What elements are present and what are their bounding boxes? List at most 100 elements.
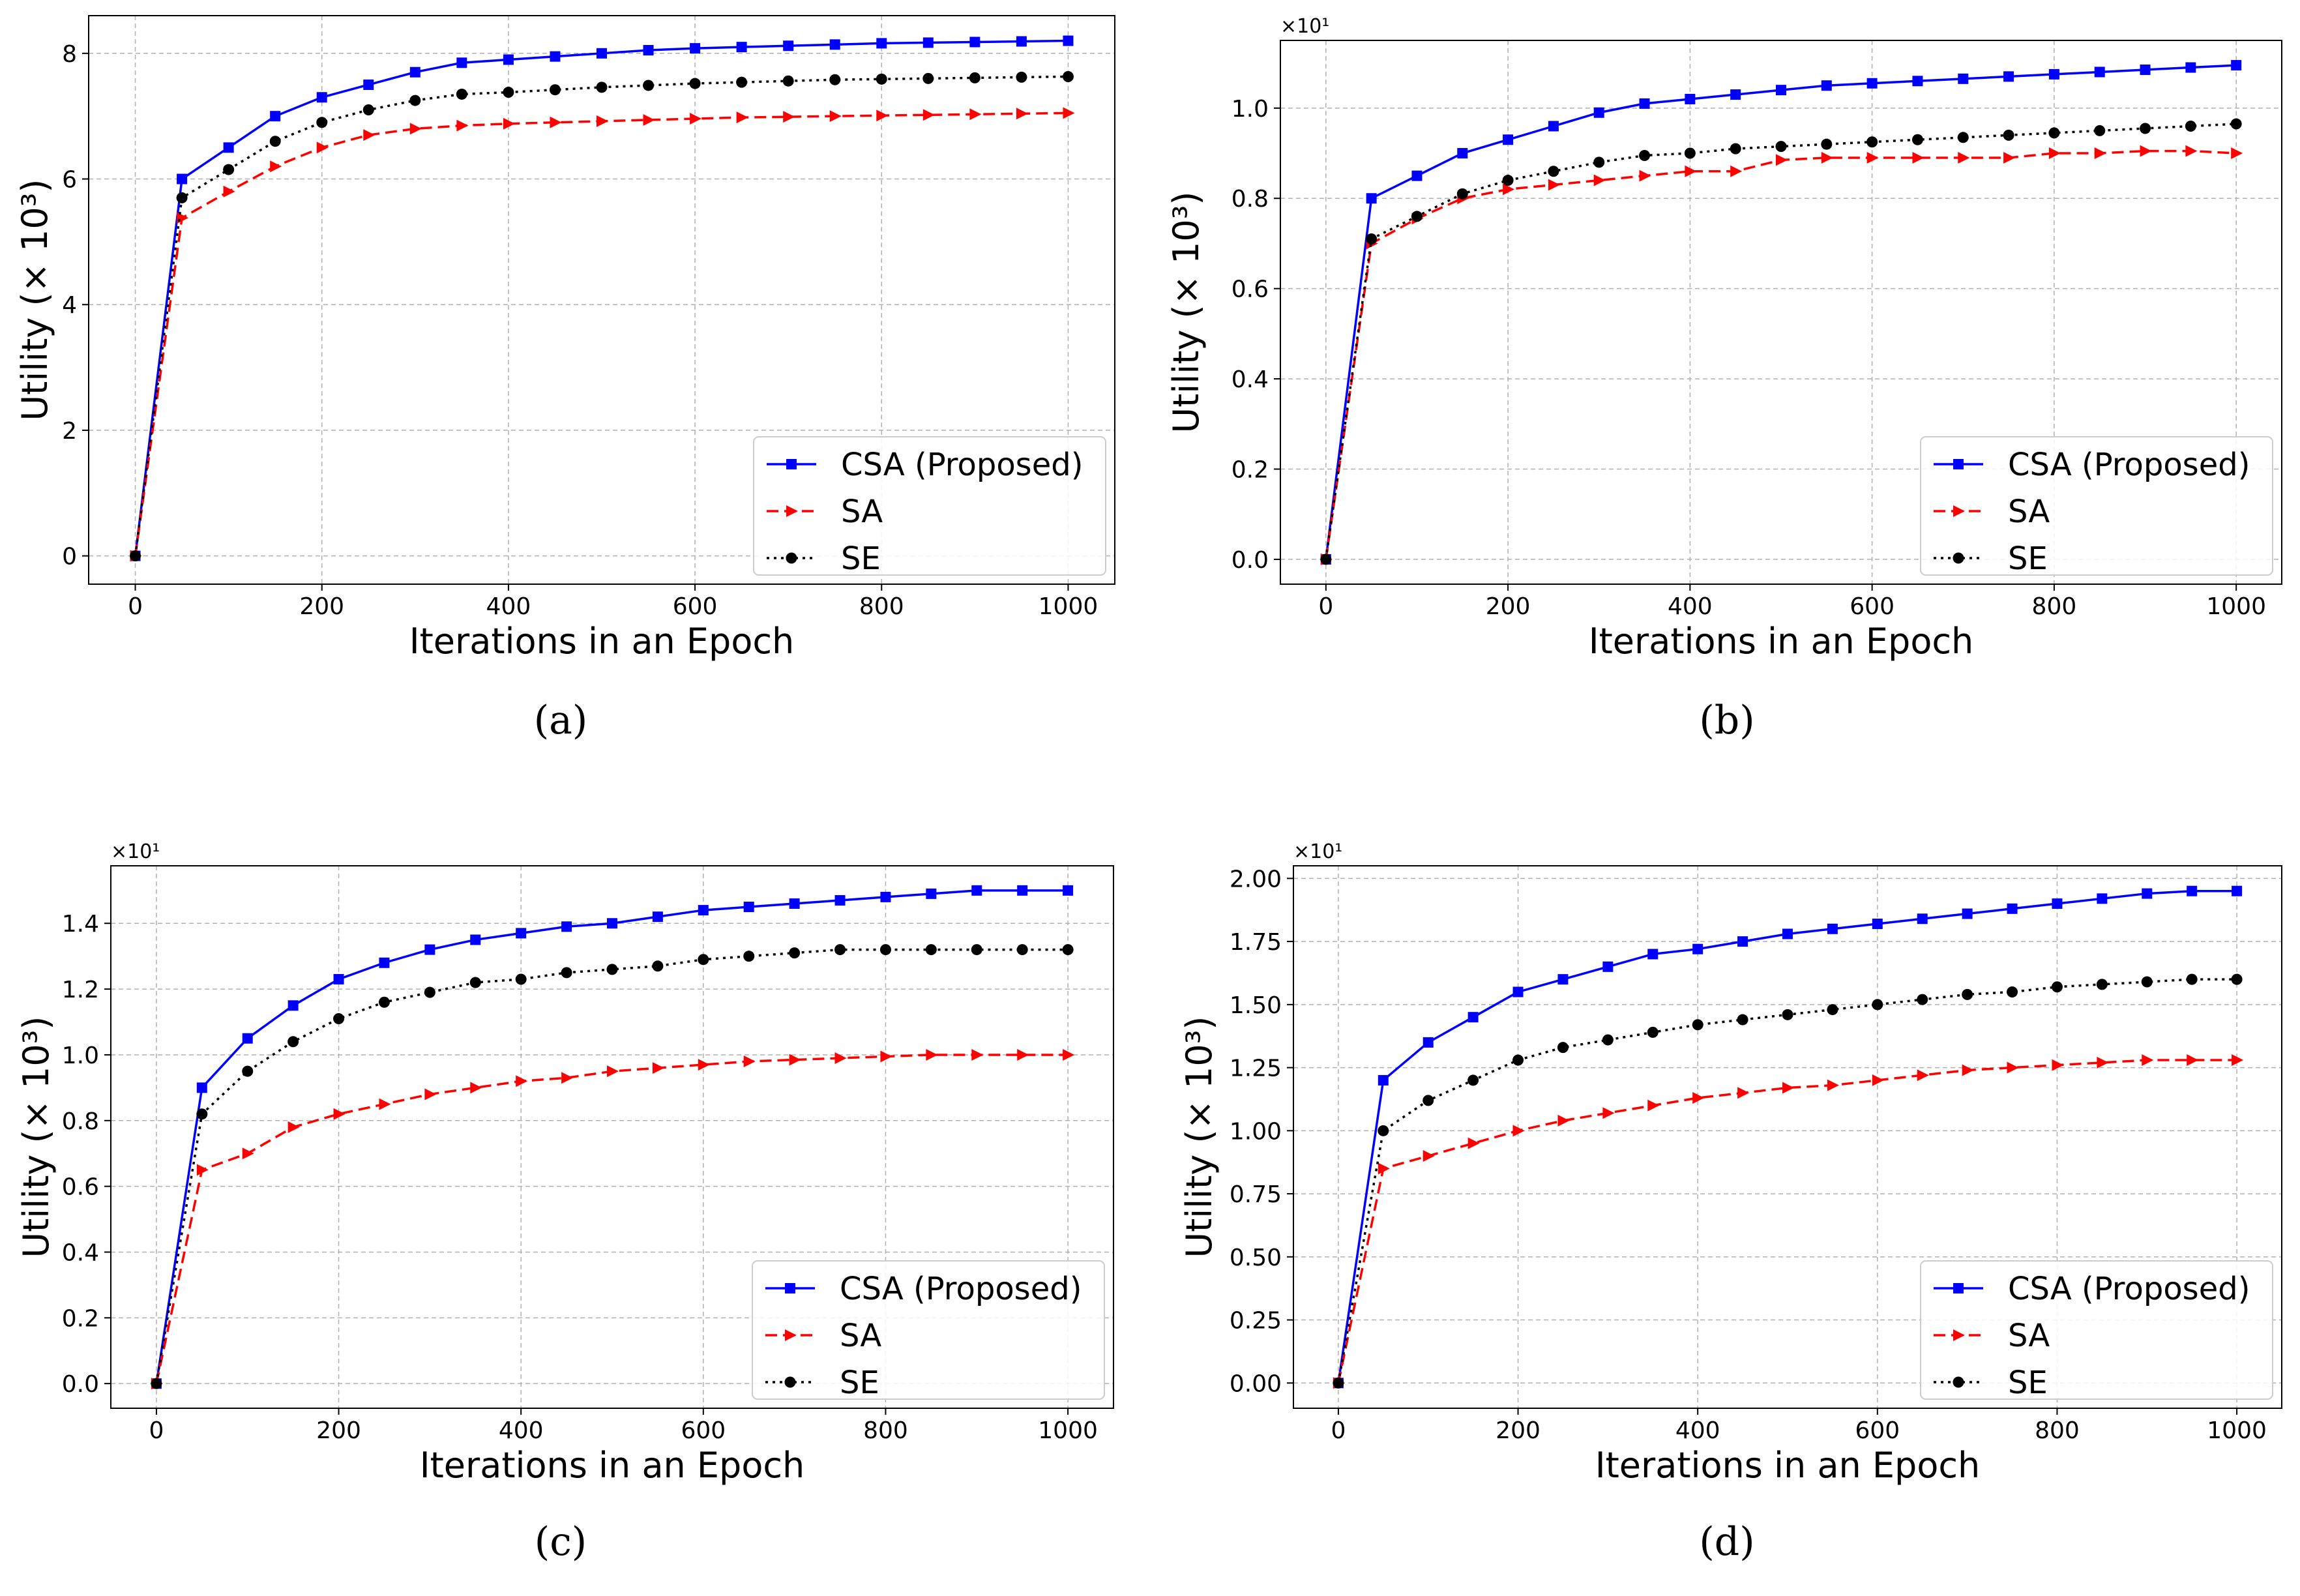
legend-label: SE xyxy=(2008,1365,2048,1401)
data-point xyxy=(1366,233,1378,245)
data-point xyxy=(876,110,889,122)
data-point xyxy=(1457,148,1468,159)
data-point xyxy=(880,1050,892,1063)
data-point xyxy=(1866,78,1878,89)
plot-frame xyxy=(110,865,1114,1409)
data-point xyxy=(2048,68,2059,80)
x-tick-label: 400 xyxy=(486,593,531,620)
data-point xyxy=(1017,885,1028,896)
legend-box xyxy=(752,1260,1105,1400)
data-point xyxy=(1602,961,1614,972)
data-point xyxy=(1017,1048,1029,1061)
data-point xyxy=(1467,1012,1479,1023)
legend-label: SE xyxy=(840,1365,879,1401)
data-point xyxy=(652,911,663,923)
data-point xyxy=(409,95,421,106)
caption-a: (a) xyxy=(533,698,588,743)
legend-label: CSA (Proposed) xyxy=(2008,1271,2250,1307)
caption-c: (c) xyxy=(534,1519,587,1565)
data-point xyxy=(2007,1061,2019,1074)
data-point xyxy=(270,111,281,122)
data-point xyxy=(2052,898,2063,909)
plot-frame xyxy=(1293,865,2282,1409)
data-point xyxy=(1467,1137,1480,1149)
data-point xyxy=(1775,141,1787,153)
y-tick-label: 1.0 xyxy=(62,1042,99,1069)
x-tick-label: 200 xyxy=(316,1417,361,1444)
data-point xyxy=(2142,888,2153,899)
data-point xyxy=(1378,1162,1390,1175)
y-tick-label: 0.6 xyxy=(1231,276,1269,303)
data-point xyxy=(1685,93,1696,104)
data-point xyxy=(1411,211,1423,222)
chart-a: 0 200 400 600 800 1000 0 2 4 6 8 Iterations in an E… xyxy=(14,15,1115,662)
data-point xyxy=(698,1059,710,1071)
data-point xyxy=(926,1048,938,1061)
y-tick-label: 0.50 xyxy=(1230,1245,1282,1271)
data-point xyxy=(456,57,467,68)
data-point xyxy=(316,117,328,128)
data-point xyxy=(1692,1019,1703,1031)
data-point xyxy=(550,51,561,62)
legend-label: CSA (Proposed) xyxy=(2008,447,2250,483)
data-point xyxy=(2140,145,2152,157)
data-point xyxy=(333,973,344,984)
data-point xyxy=(783,40,794,52)
x-tick-label: 400 xyxy=(1675,1417,1720,1444)
data-point xyxy=(2051,981,2063,993)
data-point xyxy=(926,888,937,899)
y-tick-label: 1.75 xyxy=(1230,929,1282,956)
data-point xyxy=(2048,147,2061,160)
legend-marker xyxy=(1953,505,1965,517)
data-point xyxy=(424,986,435,998)
data-point xyxy=(690,113,702,125)
x-tick-label: 600 xyxy=(1855,1417,1900,1444)
data-point xyxy=(1593,107,1604,118)
legend-label: CSA (Proposed) xyxy=(840,1271,1082,1307)
x-tick-label: 800 xyxy=(2035,1417,2080,1444)
axis-offset-text: ×10¹ xyxy=(111,840,160,863)
y-tick-label: 0.0 xyxy=(1231,547,1269,574)
data-point xyxy=(550,116,562,128)
data-point xyxy=(316,141,329,154)
y-tick-label: 1.00 xyxy=(1230,1118,1282,1145)
data-point xyxy=(1548,179,1560,191)
data-point xyxy=(2140,64,2151,75)
data-point xyxy=(362,104,374,116)
data-point xyxy=(922,109,935,121)
legend-marker xyxy=(1953,1376,1964,1388)
data-point xyxy=(469,977,481,988)
x-tick-label: 1000 xyxy=(2206,593,2266,620)
data-point xyxy=(549,84,561,96)
data-point xyxy=(223,185,235,198)
data-point xyxy=(736,76,748,88)
data-point xyxy=(789,947,801,959)
data-point xyxy=(743,1056,756,1068)
legend-marker xyxy=(1953,1329,1965,1341)
data-point xyxy=(177,173,188,185)
data-point xyxy=(151,1378,162,1389)
data-point xyxy=(2231,60,2242,71)
y-tick-label: 0.2 xyxy=(1231,457,1269,484)
data-point xyxy=(456,119,469,132)
data-point xyxy=(1962,908,1973,919)
data-point xyxy=(971,885,982,896)
data-point xyxy=(1782,1009,1793,1020)
data-point xyxy=(1827,1079,1839,1091)
data-point xyxy=(652,1062,664,1074)
data-point xyxy=(1423,1037,1434,1048)
y-tick-label: 6 xyxy=(62,167,77,194)
series-line-triangle-right xyxy=(1337,1059,2237,1383)
data-point xyxy=(789,1054,801,1066)
x-tick-label: 0 xyxy=(128,593,143,620)
data-point xyxy=(829,74,841,85)
data-point xyxy=(2003,129,2014,141)
data-point xyxy=(1917,913,1928,924)
data-point xyxy=(1016,944,1028,956)
data-point xyxy=(515,973,527,985)
data-point xyxy=(1782,928,1793,939)
data-point xyxy=(1548,166,1559,177)
data-point xyxy=(698,905,709,916)
data-point xyxy=(196,1082,207,1093)
data-point xyxy=(969,108,982,121)
